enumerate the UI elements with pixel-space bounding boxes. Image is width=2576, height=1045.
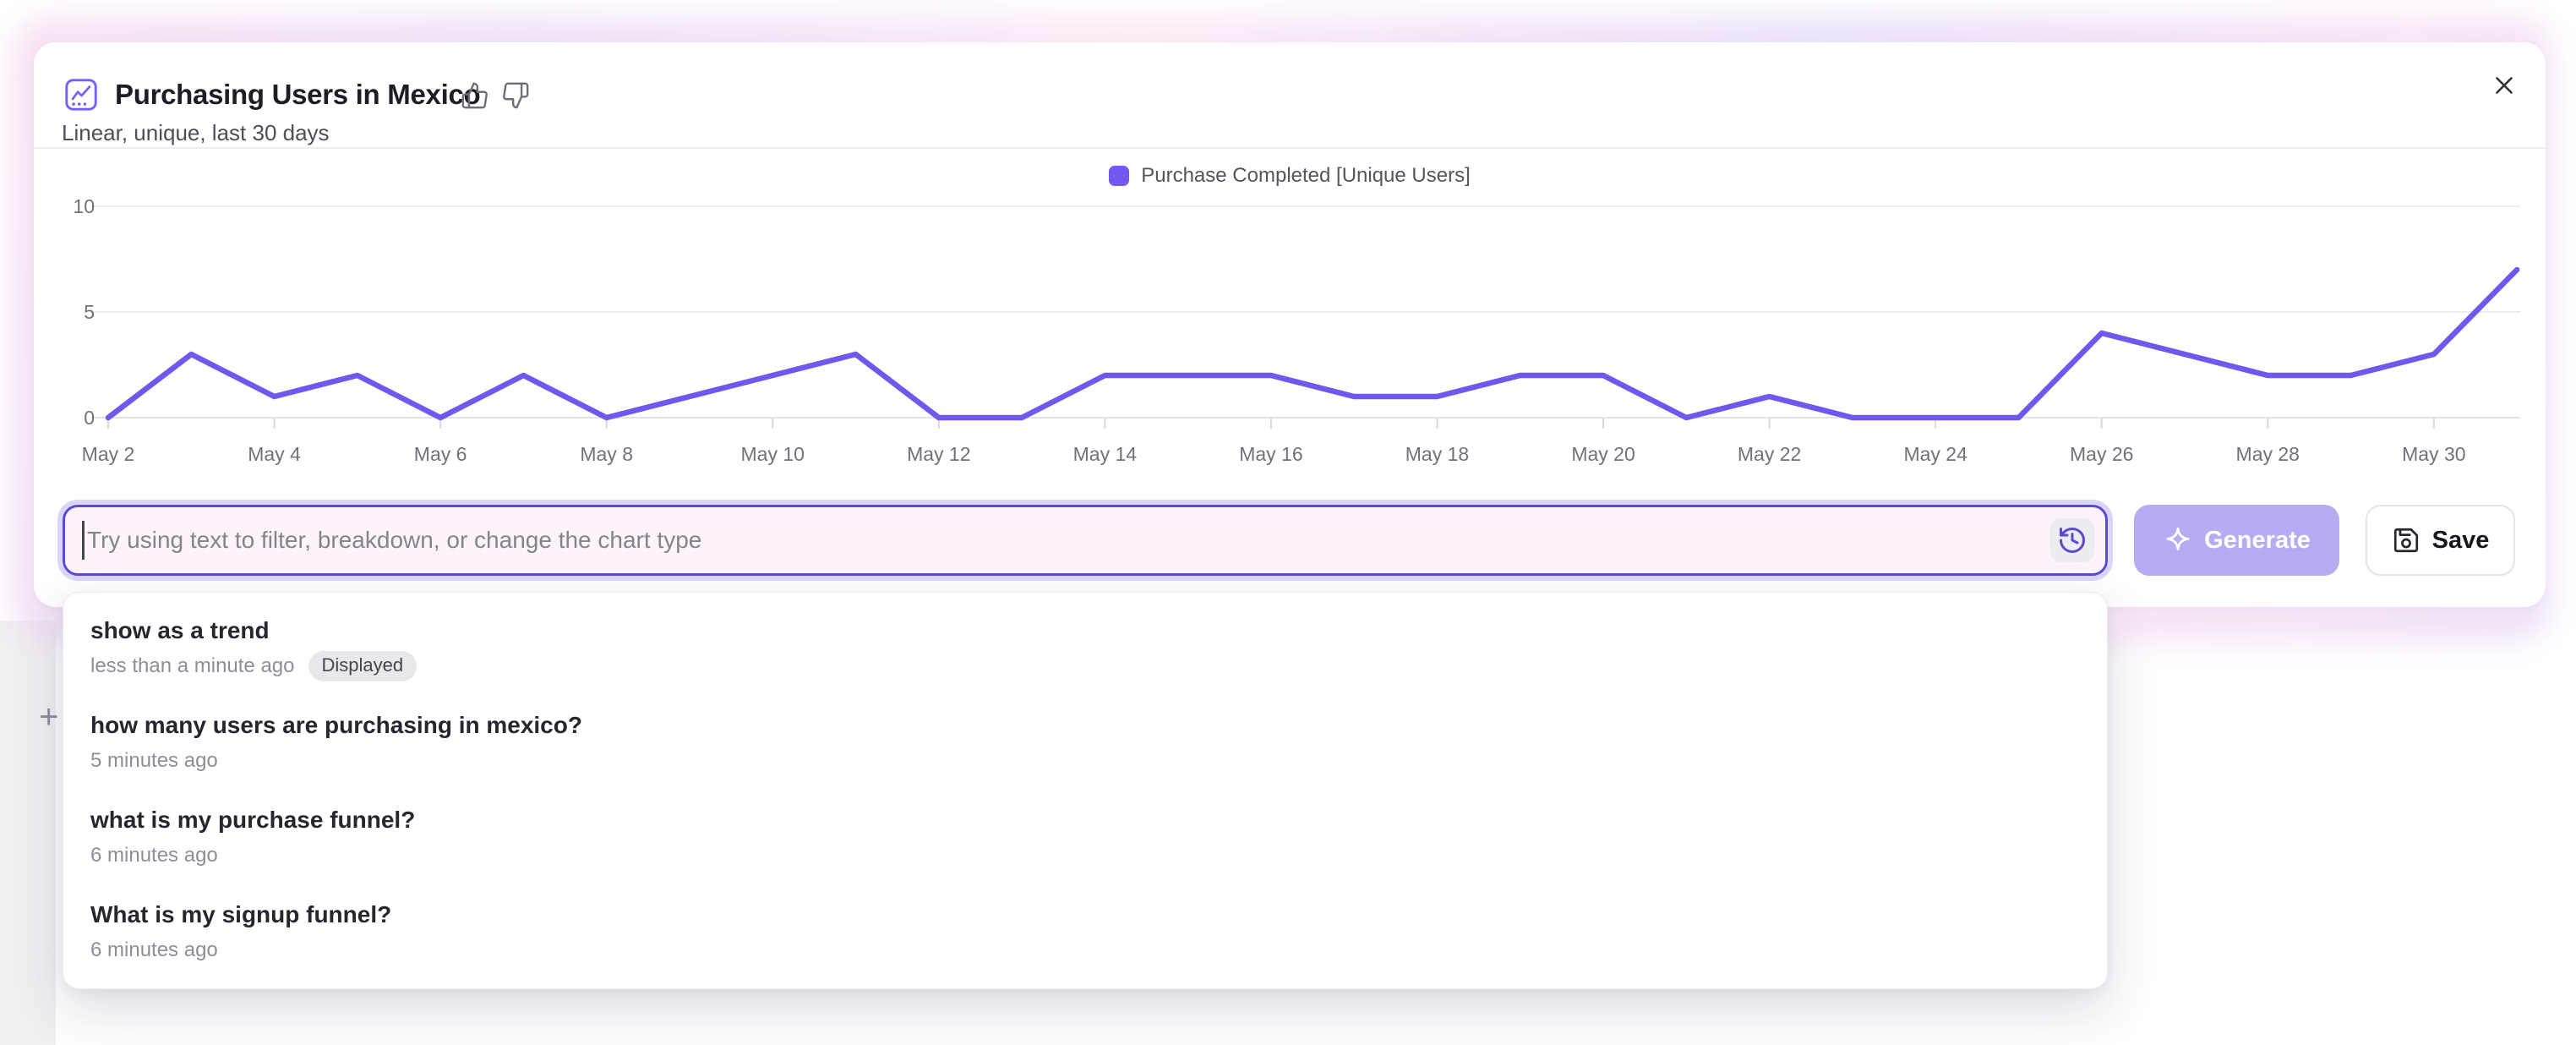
x-axis-label: May 26	[2070, 443, 2134, 465]
history-item-meta: 6 minutes ago	[90, 938, 2080, 963]
x-axis-label: May 14	[1072, 443, 1138, 465]
history-item-time: less than a minute ago	[90, 654, 295, 677]
chart-subtitle: Linear, unique, last 30 days	[62, 120, 330, 145]
history-item-title: show as a trend	[90, 617, 270, 643]
chart-icon	[65, 79, 97, 111]
displayed-badge: Displayed	[308, 651, 418, 681]
x-axis-label: May 12	[907, 443, 971, 465]
x-axis-label: May 18	[1405, 443, 1470, 465]
history-item-meta: less than a minute ago Displayed	[90, 651, 2080, 681]
x-axis-label: May 10	[740, 443, 805, 465]
x-axis-label: May 8	[580, 443, 633, 465]
x-axis-label: May 30	[2402, 443, 2466, 465]
x-axis-label: May 20	[1571, 443, 1635, 465]
y-axis-label: 0	[84, 407, 95, 429]
legend-label: Purchase Completed [Unique Users]	[1141, 164, 1471, 187]
save-button[interactable]: Save	[2366, 505, 2515, 576]
history-item[interactable]: what is my purchase funnel? 6 minutes ago	[63, 791, 2107, 885]
legend-swatch	[1109, 166, 1130, 186]
page-title: Purchasing Users in Mexico	[115, 79, 481, 110]
chart-legend[interactable]: Purchase Completed [Unique Users]	[34, 164, 2546, 188]
canvas-plus-marker: +	[39, 698, 59, 736]
thumbs-down-button[interactable]	[501, 81, 530, 110]
history-button[interactable]	[2050, 518, 2094, 562]
save-icon	[2393, 528, 2418, 553]
history-dropdown: show as a trend less than a minute ago Dis…	[63, 592, 2108, 989]
x-axis-label: May 4	[248, 443, 301, 465]
history-item-title: what is my purchase funnel?	[90, 807, 416, 833]
history-item-meta: 5 minutes ago	[90, 748, 2080, 774]
background-canvas-strip	[0, 621, 56, 1045]
history-item[interactable]: how many users are purchasing in mexico?…	[63, 696, 2107, 791]
history-item-meta: 6 minutes ago	[90, 843, 2080, 868]
y-axis-label: 5	[84, 301, 95, 323]
generate-label: Generate	[2204, 526, 2311, 554]
x-axis-label: May 16	[1239, 443, 1303, 465]
header-divider	[34, 147, 2546, 149]
history-item-time: 6 minutes ago	[90, 938, 218, 961]
prompt-input-box[interactable]	[63, 505, 2108, 576]
history-item-time: 5 minutes ago	[90, 749, 218, 772]
x-axis-label: May 24	[1903, 443, 1967, 465]
generate-button[interactable]: Generate	[2134, 505, 2339, 576]
x-axis-label: May 28	[2235, 443, 2300, 465]
text-caret	[82, 521, 85, 560]
thumbs-down-icon	[503, 82, 529, 109]
x-axis-label: May 2	[81, 443, 135, 465]
close-button[interactable]	[2485, 66, 2524, 105]
history-item-time: 6 minutes ago	[90, 844, 218, 867]
sparkle-icon	[2166, 527, 2190, 550]
history-icon	[2060, 528, 2085, 553]
chart-line-purchase-completed	[105, 266, 2520, 421]
save-label: Save	[2431, 526, 2490, 554]
line-chart-plot	[91, 205, 2520, 429]
y-axis-label: 10	[73, 195, 95, 217]
close-icon	[2496, 77, 2513, 94]
history-item-title: What is my signup funnel?	[90, 901, 392, 927]
thumbs-up-button[interactable]	[461, 81, 489, 110]
history-item[interactable]: What is my signup funnel? 6 minutes ago	[63, 885, 2107, 980]
x-axis-label: May 6	[413, 443, 467, 465]
ai-chart-card: Purchasing Users in Mexico Linear, uniqu…	[34, 42, 2546, 607]
history-item[interactable]: show as a trend less than a minute ago Dis…	[63, 601, 2107, 696]
thumbs-up-icon	[461, 82, 488, 109]
history-item-title: how many users are purchasing in mexico?	[90, 712, 582, 738]
prompt-input[interactable]	[65, 507, 2105, 573]
x-axis-label: May 22	[1737, 443, 1802, 465]
